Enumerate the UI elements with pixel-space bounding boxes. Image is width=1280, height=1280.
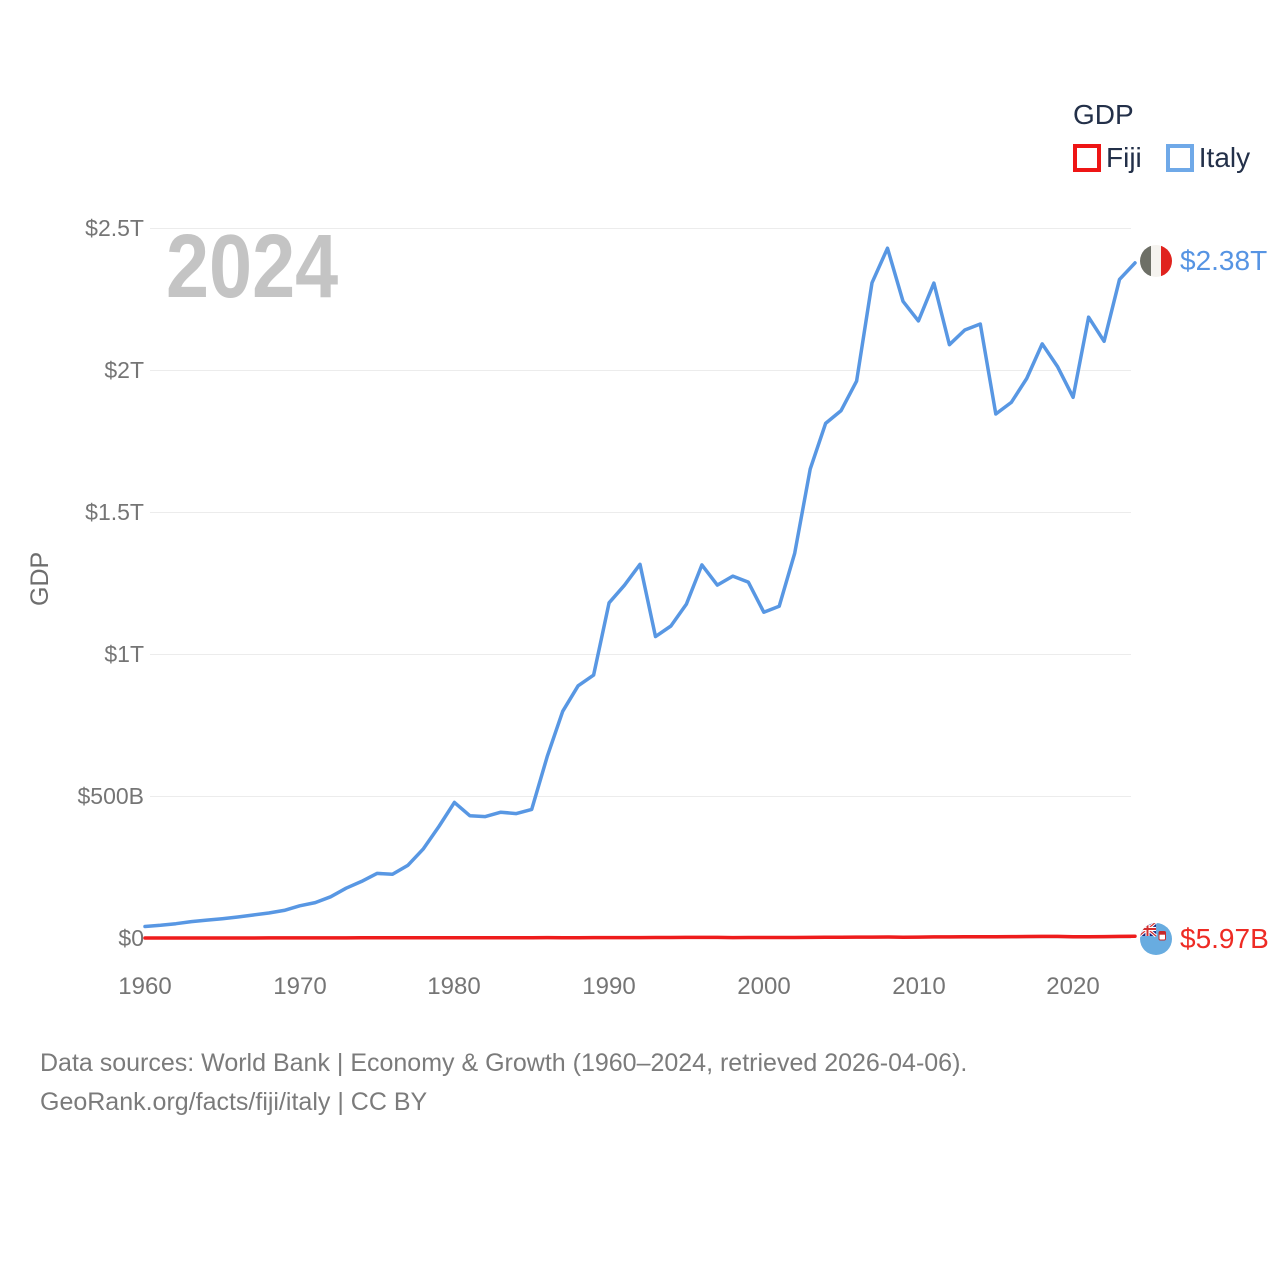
y-tick-label: $1T [104, 641, 144, 667]
y-tick-label: $500B [77, 783, 144, 809]
gridline [150, 512, 1131, 513]
x-tick-label: 1960 [118, 973, 172, 1000]
series-line-italy[interactable] [143, 246, 1137, 929]
legend: GDP Fiji Italy [1073, 99, 1250, 174]
series-line-fiji[interactable] [143, 934, 1137, 940]
italy-end-label: $2.38T [1139, 244, 1267, 278]
y-tick-label: $1.5T [85, 499, 144, 525]
legend-items: Fiji Italy [1073, 142, 1250, 174]
y-tick-label: $2T [104, 357, 144, 383]
data-sources-line: Data sources: World Bank | Economy & Gro… [40, 1049, 968, 1077]
italy-end-value: $2.38T [1180, 245, 1268, 276]
fiji-end-label: $5.97B [1139, 922, 1269, 956]
gridline [150, 370, 1131, 371]
fiji-end-value: $5.97B [1180, 923, 1269, 954]
legend-item-italy[interactable]: Italy [1165, 142, 1251, 174]
license-line: GeoRank.org/facts/fiji/italy | CC BY [40, 1088, 428, 1116]
y-tick-label: $2.5T [85, 215, 144, 241]
y-tick-label: $0 [118, 925, 144, 951]
x-tick-label: 1980 [427, 973, 481, 1000]
legend-title: GDP [1073, 99, 1134, 130]
legend-item-fiji[interactable]: Fiji [1073, 142, 1142, 174]
legend-label-fiji: Fiji [1106, 142, 1142, 173]
year-watermark: 2024 [166, 217, 339, 317]
x-tick-label: 2000 [737, 973, 791, 1000]
legend-label-italy: Italy [1198, 142, 1251, 173]
x-tick-label: 1990 [582, 973, 636, 1000]
gridline [150, 228, 1131, 229]
italy-swatch-icon [1165, 144, 1194, 172]
attribution: Data sources: World Bank | Economy & Gro… [40, 1044, 967, 1122]
fiji-flag-icon [1140, 923, 1172, 955]
italy-flag-icon [1140, 245, 1172, 277]
x-tick-label: 2020 [1046, 973, 1100, 1000]
gridline [150, 796, 1131, 797]
fiji-swatch-icon [1073, 144, 1101, 172]
x-tick-label: 2010 [892, 973, 946, 1000]
gridline [150, 654, 1131, 655]
x-tick-label: 1970 [273, 973, 327, 1000]
